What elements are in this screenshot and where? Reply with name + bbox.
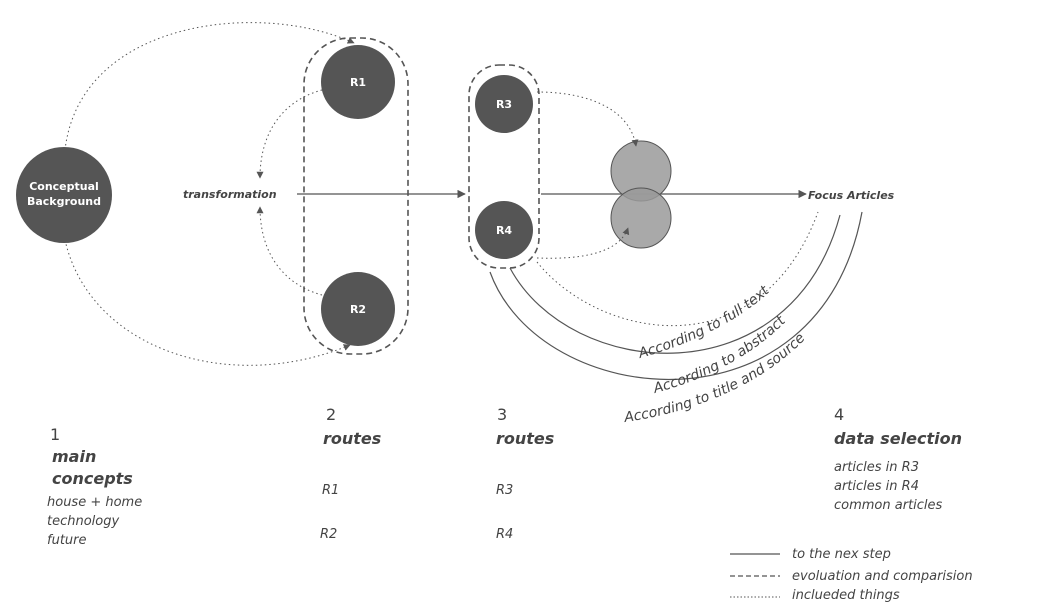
node-r3: [475, 75, 533, 133]
column-2-number: 2: [326, 405, 336, 424]
column-4-item-1: articles in R3: [834, 460, 919, 475]
column-3-item-1: R3: [496, 483, 513, 498]
routes-r3-r4-group: [468, 64, 540, 269]
column-2-item-2: R2: [320, 527, 337, 542]
node-conceptual-background: [16, 147, 112, 243]
dotted-arc-r1-transformation: [256, 89, 323, 179]
column-3-heading: routes: [496, 429, 554, 448]
column-1-item-1: house + home: [47, 495, 142, 510]
column-1-number: 1: [50, 425, 60, 444]
legend-dotted-label: inclueded things: [792, 588, 900, 602]
node-r4-label: R4: [496, 224, 512, 237]
venn-circle-bottom: [610, 187, 672, 249]
column-3-number: 3: [497, 405, 507, 424]
node-r2-label: R2: [350, 303, 366, 316]
dotted-arc-r2-transformation: [256, 206, 323, 296]
column-4-item-3: common articles: [834, 498, 943, 513]
column-4-number: 4: [834, 405, 844, 424]
dotted-arc-to-r1: [64, 22, 355, 151]
dotted-arc-to-r2: [64, 239, 351, 366]
column-2-heading: routes: [323, 429, 381, 448]
column-1-heading-line1: main: [52, 447, 96, 466]
solid-arc-title-source: [489, 211, 863, 380]
dotted-arc-r3-venn: [536, 91, 639, 147]
legend-solid-label: to the nex step: [792, 547, 891, 562]
node-r4: [475, 201, 533, 259]
column-4-item-2: articles in R4: [834, 479, 919, 494]
node-conceptual-background-line1: Conceptual: [29, 180, 99, 193]
node-r1-label: R1: [350, 76, 366, 89]
node-r2: [321, 272, 395, 346]
column-4-heading: data selection: [834, 429, 962, 448]
dotted-arc-full-text: [536, 211, 819, 327]
node-conceptual-background-line2: Background: [27, 195, 101, 208]
column-1-heading-line2: concepts: [52, 469, 133, 488]
legend-dashed-label: evoluation and comparision: [792, 569, 973, 584]
column-3-item-2: R4: [496, 527, 513, 542]
node-r3-label: R3: [496, 98, 512, 111]
focus-articles-label: Focus Articles: [808, 189, 895, 202]
column-1-item-3: future: [47, 533, 87, 548]
node-r1: [321, 45, 395, 119]
solid-arc-abstract: [509, 214, 841, 354]
column-2-item-1: R1: [322, 483, 339, 498]
column-1-item-2: technology: [47, 514, 119, 529]
transformation-label: transformation: [183, 188, 277, 201]
routes-r1-r2-group: [303, 37, 409, 355]
